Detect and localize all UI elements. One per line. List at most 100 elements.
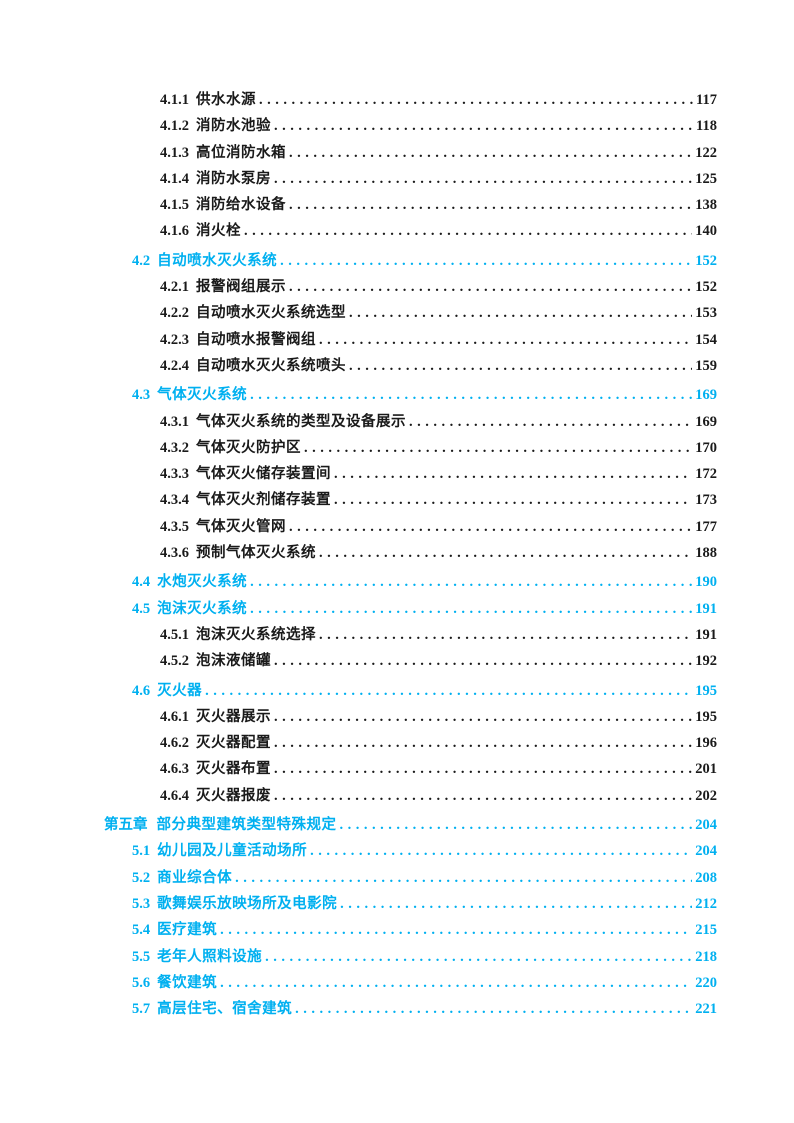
toc-entry-title: 自动喷水报警阀组 <box>196 331 316 348</box>
toc-entry[interactable]: 4.3.5 气体灭火管网 177 <box>104 514 717 540</box>
toc-entry-title: 部分典型建筑类型特殊规定 <box>156 817 337 834</box>
dot-leader <box>289 514 692 540</box>
toc-entry-number: 4.2 <box>132 252 151 269</box>
toc-entry-title: 幼儿园及儿童活动场所 <box>157 843 308 860</box>
toc-entry-page: 138 <box>695 197 717 214</box>
toc-entry[interactable]: 4.6.1 灭火器展示 195 <box>104 704 717 730</box>
toc-entry[interactable]: 4.5.2 泡沫液储罐 192 <box>104 648 717 674</box>
toc-entry-number: 4.6.4 <box>160 787 189 804</box>
toc-entry[interactable]: 4.1.2 消防水池验 118 <box>104 113 717 139</box>
toc-entry[interactable]: 4.3.6 预制气体灭火系统 188 <box>104 540 717 566</box>
toc-entry-number: 第五章 <box>104 817 148 834</box>
dot-leader <box>250 596 692 622</box>
toc-entry[interactable]: 4.2.1 报警阀组展示 152 <box>104 274 717 300</box>
toc-entry[interactable]: 第五章 部分典型建筑类型特殊规定 204 <box>104 812 717 838</box>
toc-entry-page: 172 <box>695 466 717 483</box>
toc-entry-number: 5.7 <box>132 1001 151 1018</box>
toc-entry[interactable]: 5.6 餐饮建筑 220 <box>104 970 717 996</box>
dot-leader <box>220 917 692 943</box>
dot-leader <box>289 192 692 218</box>
toc-entry-number: 5.2 <box>132 869 151 886</box>
dot-leader <box>334 461 692 487</box>
toc-entry[interactable]: 4.6.3 灭火器布置 201 <box>104 756 717 782</box>
toc-entry-title: 泡沫灭火系统选择 <box>196 626 316 643</box>
toc-entry-page: 169 <box>695 413 717 430</box>
toc-entry-title: 自动喷水灭火系统 <box>157 252 278 269</box>
toc-entry[interactable]: 4.3.2 气体灭火防护区 170 <box>104 435 717 461</box>
toc-entry-number: 4.3.1 <box>160 413 189 430</box>
dot-leader <box>250 569 692 595</box>
toc-entry-page: 204 <box>695 843 717 860</box>
toc-entry[interactable]: 4.2.3 自动喷水报警阀组 154 <box>104 327 717 353</box>
toc-entry-title: 灭火器展示 <box>196 708 271 725</box>
toc-entry-page: 190 <box>695 574 717 591</box>
toc-entry[interactable]: 4.1.6 消火栓 140 <box>104 218 717 244</box>
dot-leader <box>340 812 693 838</box>
toc-entry-page: 204 <box>695 817 717 834</box>
toc-entry[interactable]: 4.4 水炮灭火系统 190 <box>104 569 717 595</box>
toc-entry[interactable]: 4.5 泡沫灭火系统 191 <box>104 596 717 622</box>
toc-entry[interactable]: 5.2 商业综合体 208 <box>104 865 717 891</box>
dot-leader <box>274 113 693 139</box>
toc-entry-number: 4.5.1 <box>160 626 189 643</box>
toc-entry[interactable]: 4.3.4 气体灭火剂储存装置 173 <box>104 487 717 513</box>
toc-entry-number: 5.6 <box>132 974 151 991</box>
dot-leader <box>274 783 692 809</box>
toc-entry-number: 4.2.3 <box>160 331 189 348</box>
toc-entry-number: 4.5 <box>132 600 151 617</box>
toc-entry-number: 5.1 <box>132 843 151 860</box>
dot-leader <box>289 140 692 166</box>
toc-entry-title: 气体灭火防护区 <box>196 439 301 456</box>
dot-leader <box>289 274 692 300</box>
dot-leader <box>280 248 692 274</box>
dot-leader <box>274 730 692 756</box>
toc-entry-title: 消防水泵房 <box>196 170 271 187</box>
dot-leader <box>310 838 692 864</box>
toc-entry-title: 气体灭火剂储存装置 <box>196 492 331 509</box>
toc-entry-title: 消火栓 <box>196 223 241 240</box>
dot-leader <box>274 648 692 674</box>
toc-entry-number: 4.1.4 <box>160 170 189 187</box>
toc-entry-page: 195 <box>695 682 717 699</box>
toc-entry[interactable]: 5.5 老年人照料设施 218 <box>104 944 717 970</box>
toc-entry[interactable]: 4.6 灭火器 195 <box>104 678 717 704</box>
toc-entry[interactable]: 4.1.1 供水水源 117 <box>104 87 717 113</box>
toc-entry-page: 191 <box>695 600 717 617</box>
toc-entry-number: 4.6 <box>132 682 151 699</box>
toc-entry[interactable]: 4.1.3 高位消防水箱 122 <box>104 140 717 166</box>
toc-entry-page: 191 <box>695 626 717 643</box>
toc-entry[interactable]: 4.2.4 自动喷水灭火系统喷头 159 <box>104 353 717 379</box>
dot-leader <box>304 435 692 461</box>
toc-entry-title: 水炮灭火系统 <box>157 574 248 591</box>
toc-entry-page: 188 <box>695 545 717 562</box>
toc-entry[interactable]: 4.2 自动喷水灭火系统 152 <box>104 248 717 274</box>
toc-entry[interactable]: 5.3 歌舞娱乐放映场所及电影院 212 <box>104 891 717 917</box>
toc-entry[interactable]: 4.2.2 自动喷水灭火系统选型 153 <box>104 300 717 326</box>
toc-entry[interactable]: 4.1.4 消防水泵房 125 <box>104 166 717 192</box>
dot-leader <box>250 382 692 408</box>
toc-entry-page: 140 <box>695 223 717 240</box>
dot-leader <box>274 756 692 782</box>
toc-entry-page: 152 <box>695 252 717 269</box>
dot-leader <box>340 891 692 917</box>
toc-entry[interactable]: 4.6.4 灭火器报废 202 <box>104 783 717 809</box>
toc-entry[interactable]: 4.5.1 泡沫灭火系统选择 191 <box>104 622 717 648</box>
toc-entry-title: 灭火器配置 <box>196 735 271 752</box>
toc-entry-page: 201 <box>695 761 717 778</box>
toc-entry-number: 4.1.6 <box>160 223 189 240</box>
toc-entry[interactable]: 5.4 医疗建筑 215 <box>104 917 717 943</box>
toc-entry-page: 154 <box>695 331 717 348</box>
toc-entry[interactable]: 4.3.3 气体灭火储存装置间 172 <box>104 461 717 487</box>
toc-entry[interactable]: 4.3 气体灭火系统 169 <box>104 382 717 408</box>
toc-entry[interactable]: 5.7 高层住宅、宿舍建筑 221 <box>104 996 717 1022</box>
toc-entry[interactable]: 4.6.2 灭火器配置 196 <box>104 730 717 756</box>
toc-entry-number: 4.1.5 <box>160 197 189 214</box>
dot-leader <box>244 218 692 244</box>
toc-entry-number: 4.1.3 <box>160 144 189 161</box>
toc-entry-number: 5.5 <box>132 948 151 965</box>
toc-entry[interactable]: 5.1 幼儿园及儿童活动场所 204 <box>104 838 717 864</box>
toc-entry-title: 自动喷水灭火系统选型 <box>196 305 346 322</box>
toc-entry[interactable]: 4.3.1 气体灭火系统的类型及设备展示 169 <box>104 409 717 435</box>
toc-entry[interactable]: 4.1.5 消防给水设备 138 <box>104 192 717 218</box>
